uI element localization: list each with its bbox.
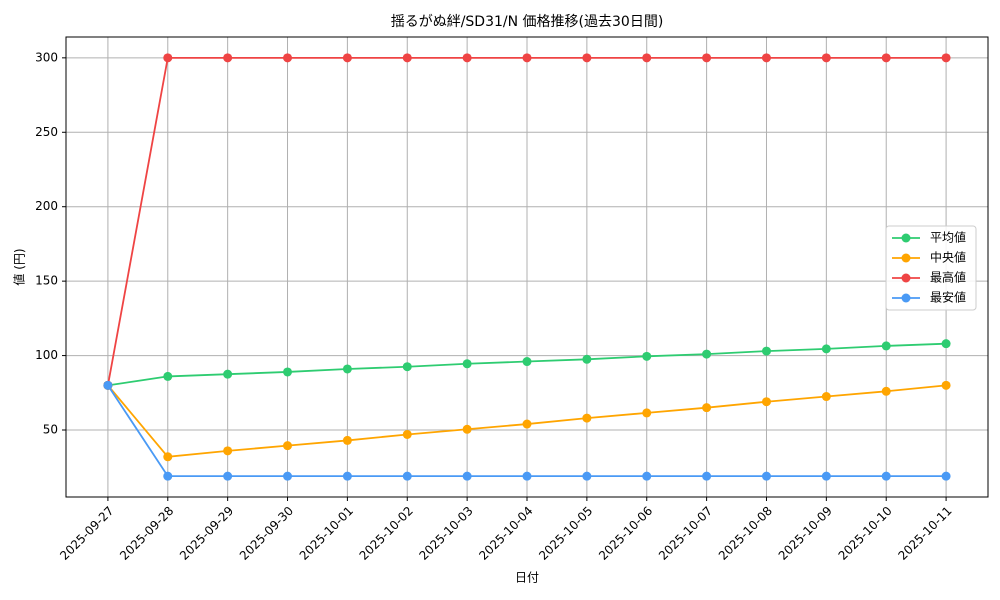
point bbox=[821, 344, 831, 354]
point bbox=[163, 452, 173, 462]
point bbox=[642, 351, 652, 361]
point bbox=[702, 53, 712, 63]
point bbox=[223, 471, 233, 481]
point bbox=[402, 362, 412, 372]
legend-label: 最高値 bbox=[930, 270, 966, 285]
legend-label: 中央値 bbox=[930, 250, 966, 265]
y-tick-label: 50 bbox=[43, 423, 58, 437]
point bbox=[402, 471, 412, 481]
point bbox=[462, 359, 472, 369]
chart-title: 揺るがぬ絆/SD31/N 価格推移(過去30日間) bbox=[391, 14, 664, 30]
point bbox=[642, 408, 652, 418]
point bbox=[163, 471, 173, 481]
point bbox=[881, 386, 891, 396]
point bbox=[283, 53, 293, 63]
point bbox=[941, 339, 951, 349]
point bbox=[342, 435, 352, 445]
y-tick-label: 200 bbox=[35, 199, 58, 213]
point bbox=[223, 446, 233, 456]
point bbox=[283, 441, 293, 451]
point bbox=[941, 380, 951, 390]
point bbox=[163, 53, 173, 63]
point bbox=[582, 471, 592, 481]
point bbox=[402, 53, 412, 63]
point bbox=[881, 341, 891, 351]
point bbox=[761, 53, 771, 63]
y-tick-label: 150 bbox=[35, 274, 58, 288]
point bbox=[522, 471, 532, 481]
y-axis-label: 値 (円) bbox=[12, 248, 27, 285]
point bbox=[702, 403, 712, 413]
point bbox=[342, 471, 352, 481]
y-tick-label: 250 bbox=[35, 125, 58, 139]
point bbox=[283, 471, 293, 481]
legend-label: 平均値 bbox=[930, 230, 966, 245]
point bbox=[821, 392, 831, 402]
legend-box bbox=[885, 225, 977, 311]
legend-marker bbox=[901, 253, 911, 263]
point bbox=[881, 471, 891, 481]
point bbox=[402, 429, 412, 439]
point bbox=[462, 471, 472, 481]
point bbox=[582, 53, 592, 63]
point bbox=[761, 397, 771, 407]
point bbox=[522, 53, 532, 63]
point bbox=[642, 53, 652, 63]
legend-label: 最安値 bbox=[930, 290, 966, 305]
point bbox=[941, 53, 951, 63]
point bbox=[522, 357, 532, 367]
point bbox=[642, 471, 652, 481]
point bbox=[761, 471, 771, 481]
x-axis-label: 日付 bbox=[515, 571, 539, 585]
point bbox=[223, 53, 233, 63]
point bbox=[283, 367, 293, 377]
point bbox=[342, 53, 352, 63]
point bbox=[702, 349, 712, 359]
legend-marker bbox=[901, 273, 911, 283]
y-tick-label: 300 bbox=[35, 50, 58, 64]
point bbox=[462, 53, 472, 63]
point bbox=[761, 346, 771, 356]
point bbox=[342, 364, 352, 374]
point bbox=[522, 419, 532, 429]
point bbox=[223, 369, 233, 379]
legend-marker bbox=[901, 233, 911, 243]
plot-frame bbox=[65, 36, 989, 498]
legend-marker bbox=[901, 293, 911, 303]
point bbox=[163, 371, 173, 381]
point bbox=[821, 471, 831, 481]
y-tick-label: 100 bbox=[35, 348, 58, 362]
point bbox=[881, 53, 891, 63]
point bbox=[941, 471, 951, 481]
point bbox=[702, 471, 712, 481]
point bbox=[582, 413, 592, 423]
point bbox=[103, 380, 113, 390]
point bbox=[462, 424, 472, 434]
point bbox=[582, 354, 592, 364]
point bbox=[821, 53, 831, 63]
